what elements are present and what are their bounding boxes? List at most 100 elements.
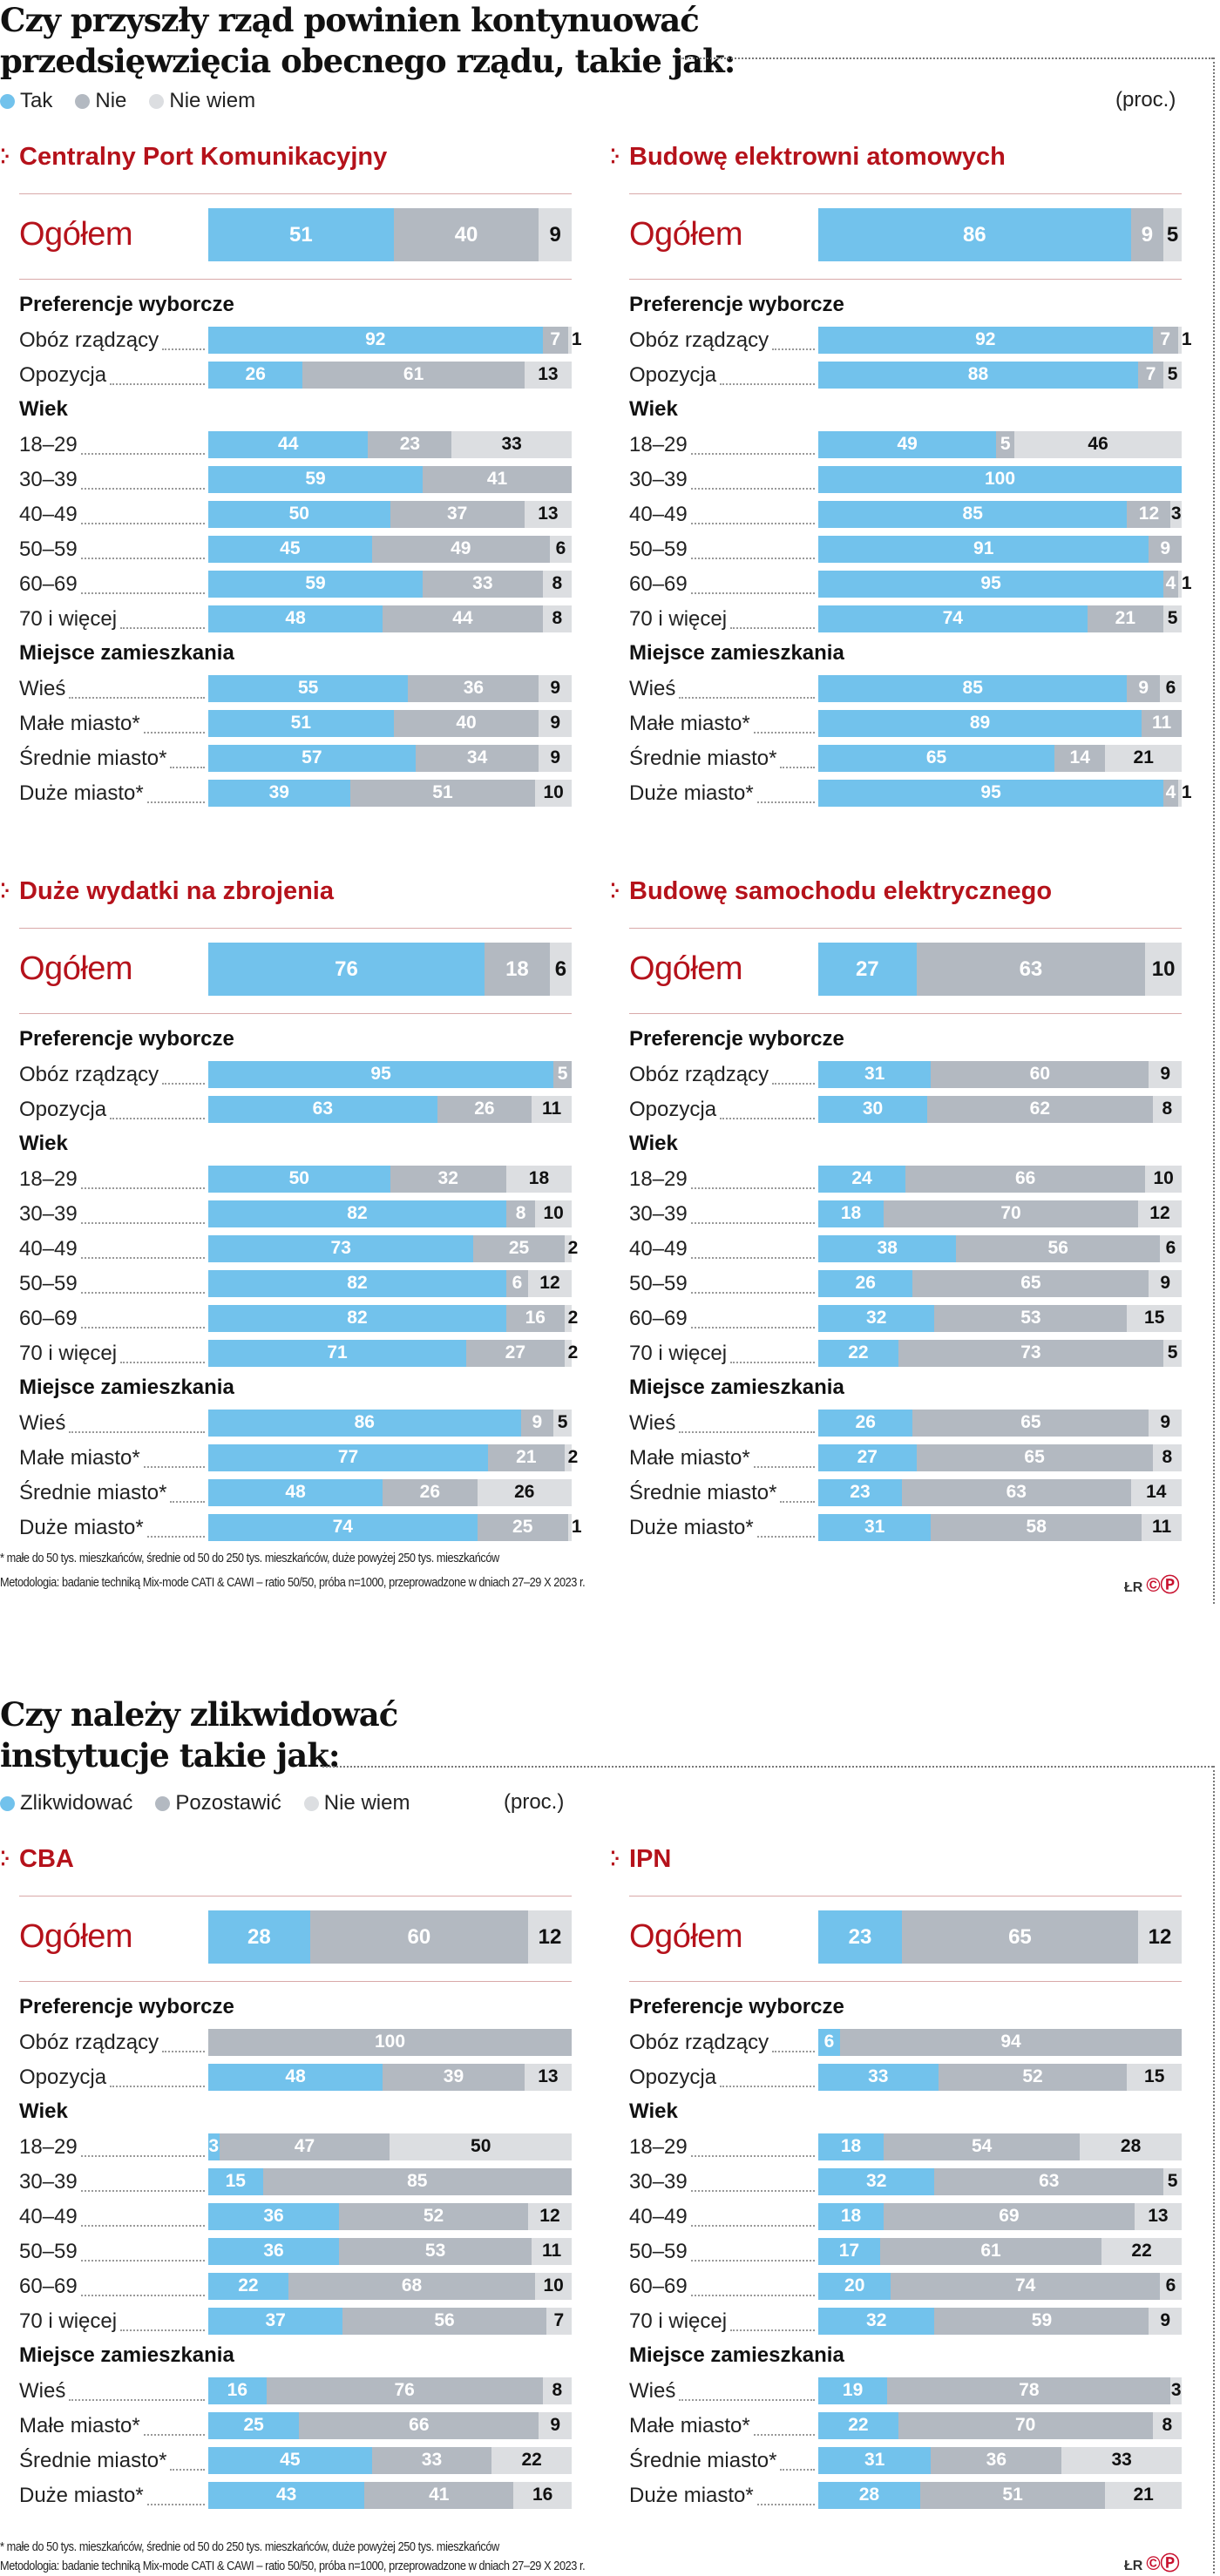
bar-segment-second: 62	[927, 1095, 1153, 1123]
group-header-label: Wiek	[629, 397, 678, 421]
bar-segment-second: 85	[262, 2167, 572, 2195]
bar-segment-second: 52	[339, 2202, 528, 2230]
footnote: * małe do 50 tys. mieszkańców, średnie o…	[0, 1551, 499, 1565]
bar-segment-second: 25	[473, 1234, 565, 1262]
row-ogolem: Ogółem 27 63 10	[629, 943, 1182, 996]
dotted-leader	[80, 1292, 205, 1294]
dotted-leader	[110, 383, 205, 385]
stacked-bar: 39 51 10	[208, 779, 572, 807]
dotted-leader	[80, 2260, 205, 2262]
bar-segment-second: 7	[1152, 326, 1178, 354]
dotted-leader	[80, 488, 205, 490]
legend-dot-icon	[303, 1795, 319, 1811]
dotted-leader	[80, 2190, 205, 2192]
bar-segment-first: 88	[818, 361, 1138, 389]
dotted-leader	[120, 2329, 205, 2331]
group-header-label: Miejsce zamieszkania	[629, 1376, 844, 1399]
row-label-text: Duże miasto*	[19, 1516, 144, 1539]
row-label-text: 18–29	[629, 1167, 688, 1191]
bar-segment-second: 40	[393, 709, 539, 737]
bar-segment-first: 37	[208, 2307, 343, 2335]
row-label: 18–29	[629, 431, 818, 457]
table-row: Małe miasto* 22 70 8	[629, 2408, 1182, 2443]
legend-label: Zlikwidować	[20, 1791, 133, 1815]
bar-segment-third: 33	[1061, 2446, 1182, 2474]
table-row: Małe miasto* 27 65 8	[629, 1440, 1182, 1475]
bar-segment-third: 21	[1105, 744, 1182, 772]
legend-dot-icon	[75, 93, 91, 109]
bar-segment-second: 65	[912, 1409, 1149, 1437]
bar-segment-first: 77	[208, 1444, 489, 1471]
bar-segment-second: 5	[996, 430, 1015, 458]
bar-segment-first: 15	[208, 2167, 263, 2195]
table-row: Obóz rządzący 6 94	[629, 2025, 1182, 2059]
row-label-text: Duże miasto*	[629, 1516, 754, 1539]
table-row: Duże miasto* 74 25 1	[19, 1510, 582, 1545]
dotted-leader	[730, 2329, 815, 2331]
row-label-text: Wieś	[629, 2379, 676, 2403]
row-label: Obóz rządzący	[629, 1061, 818, 1087]
bar-segment-second: 60	[931, 1060, 1149, 1088]
group-header-label: Preferencje wyborcze	[19, 1027, 234, 1051]
bar-segment-third: 9	[539, 674, 572, 702]
table-row: Małe miasto* 25 66 9	[19, 2408, 572, 2443]
stacked-bar: 18 69 13	[818, 2202, 1182, 2230]
table-row: Opozycja 30 62 8	[629, 1092, 1182, 1126]
row-label: 50–59	[629, 1270, 818, 1296]
stacked-bar: 43 41 16	[208, 2481, 572, 2509]
bar-segment-first: 36	[208, 2202, 340, 2230]
bar-segment-third: 11	[532, 2237, 572, 2265]
dotted-leader	[772, 348, 815, 350]
row-label-text: 70 i więcej	[19, 2309, 118, 2333]
bar-segment-first: 18	[818, 2133, 884, 2160]
row-label: 60–69	[19, 2273, 208, 2299]
bar-segment-first: 26	[818, 1269, 913, 1297]
bar-segment-first: 28	[818, 2481, 920, 2509]
dots-bullet-icon: ⁚·	[0, 880, 10, 902]
row-label-text: 60–69	[19, 1307, 78, 1330]
bar-segment-second: 34	[415, 744, 539, 772]
stacked-bar: 27 63 10	[818, 943, 1182, 996]
table-row: Średnie miasto* 65 14 21	[629, 740, 1182, 775]
bar-segment-second: 63	[916, 943, 1146, 996]
group-header: Miejsce zamieszkania	[629, 2338, 1182, 2373]
bar-segment-second: 74	[891, 2272, 1160, 2300]
bar-segment-first: 59	[208, 465, 424, 493]
bar-segment-first: 49	[818, 430, 997, 458]
row-ogolem: Ogółem 51 40 9	[19, 208, 572, 261]
row-label-text: Wieś	[19, 1411, 66, 1435]
bar-segment-second: 63	[934, 2167, 1164, 2195]
chart-4: ⁚· CBA Ogółem 28 60 12 Preferencje wyborcze Obó…	[0, 1842, 593, 2509]
bar-segment-second: 27	[466, 1339, 565, 1367]
group-header-label: Miejsce zamieszkania	[629, 2343, 844, 2367]
bar-segment-third: 18	[505, 1165, 572, 1193]
stacked-bar: 16 76 8	[208, 2377, 572, 2404]
frame-divider	[322, 1766, 1213, 1768]
chart-title-text: Centralny Port Komunikacyjny	[19, 142, 388, 171]
stacked-bar: 100	[208, 2028, 572, 2056]
bar-segment-third: 5	[1163, 1339, 1182, 1367]
bar-segment-second: 9	[520, 1409, 554, 1437]
table-row: 30–39 100	[629, 462, 1182, 497]
dotted-leader	[690, 592, 815, 594]
table-row: 50–59 17 61 22	[629, 2234, 1182, 2268]
table-row: 70 i więcej 74 21 5	[629, 601, 1182, 636]
legend-item-tak: Tak	[0, 89, 52, 113]
frame-divider	[1213, 1766, 1215, 2573]
row-label: Opozycja	[19, 1096, 208, 1122]
bar-segment-second: 39	[383, 2063, 525, 2091]
chart-title: ⁚· Budowę samochodu elektrycznego	[610, 874, 1203, 909]
stacked-bar: 18 70 12	[818, 1200, 1182, 1227]
row-label: Małe miasto*	[629, 1444, 818, 1471]
title-line-1: Czy przyszły rząd powinien kontynuować	[0, 1, 700, 39]
bar-segment-third: 9	[1149, 2307, 1182, 2335]
bar-segment-third: 8	[1152, 1444, 1182, 1471]
stacked-bar: 89 11	[818, 709, 1182, 737]
graphic2-title: Czy należy zlikwidować instytucje takie …	[0, 1694, 398, 1776]
row-label: Wieś	[19, 675, 208, 701]
row-label: Średnie miasto*	[19, 1479, 208, 1505]
dotted-leader	[780, 767, 815, 768]
dotted-leader	[730, 627, 815, 629]
unit-label: (proc.)	[1115, 88, 1176, 112]
bar-segment-first: 27	[818, 1444, 917, 1471]
